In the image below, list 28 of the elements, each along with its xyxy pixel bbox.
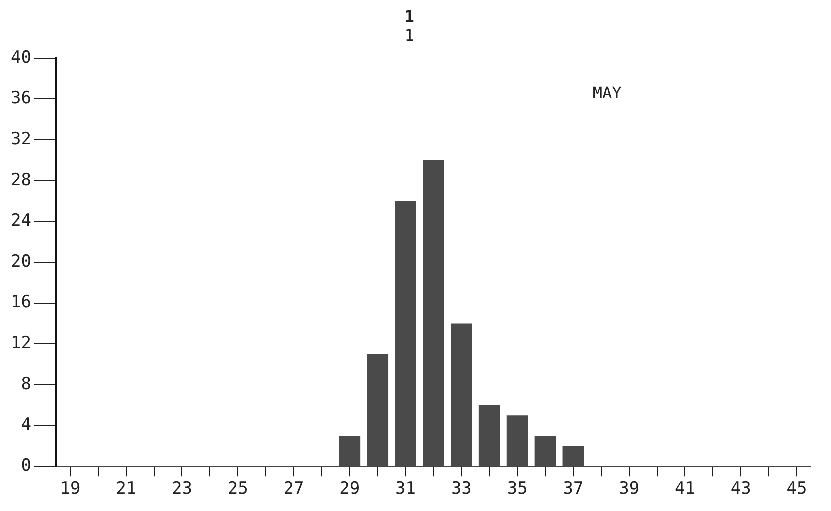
y-tick-label: 36 (10, 88, 32, 109)
y-tick-label: 4 (21, 415, 32, 436)
x-tick-label: 39 (619, 479, 640, 500)
x-tick-label: 31 (396, 479, 416, 500)
x-tick-label: 23 (172, 479, 192, 500)
y-tick-label: 8 (21, 374, 32, 394)
x-tick-label: 29 (340, 479, 360, 500)
y-tick-label: 24 (10, 211, 32, 232)
x-tick-label: 35 (507, 479, 528, 500)
y-tick-label: 16 (10, 292, 32, 313)
x-tick-label: 19 (60, 479, 81, 500)
y-tick-label: 20 (10, 252, 32, 272)
x-tick-label: 37 (563, 479, 584, 500)
annotation: MAY (592, 83, 622, 102)
x-tick-label: 41 (675, 479, 696, 500)
y-tick-label: 0 (21, 456, 32, 476)
chart-title: 1 (404, 26, 414, 45)
y-tick-label: 12 (10, 334, 32, 354)
x-tick-label: 45 (786, 479, 808, 500)
x-tick-label: 33 (451, 479, 472, 500)
y-tick-label: 32 (10, 129, 32, 150)
x-tick-label: 27 (284, 479, 304, 500)
y-tick-label: 40 (10, 48, 32, 68)
x-tick-label: 21 (116, 479, 137, 500)
x-tick-label: 43 (730, 479, 752, 500)
x-tick-label: 25 (228, 479, 248, 500)
chart-subtitle: 1 (404, 6, 414, 26)
y-tick-label: 28 (10, 170, 32, 190)
